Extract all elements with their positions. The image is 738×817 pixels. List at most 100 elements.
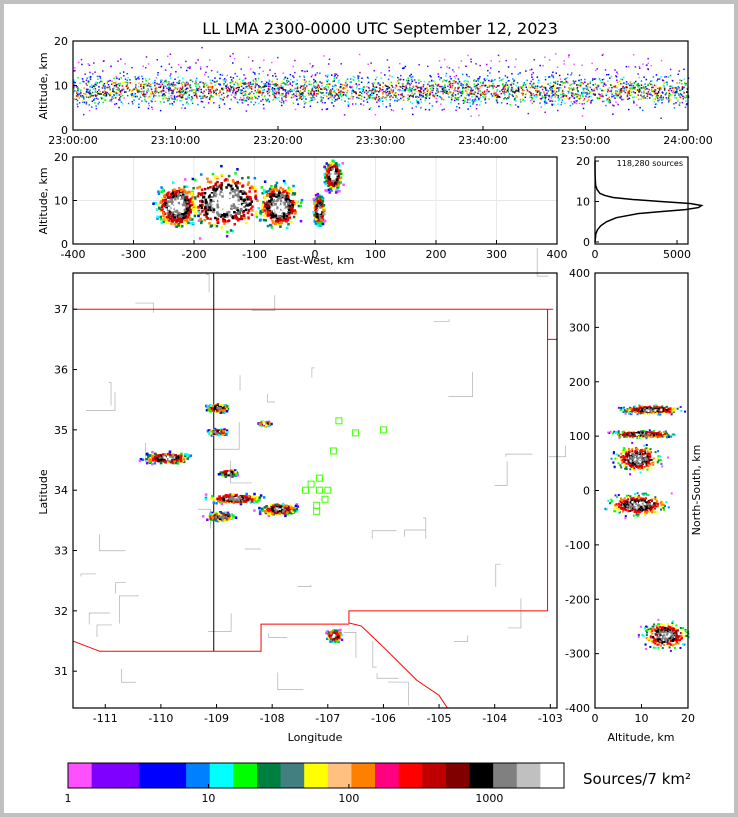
time-height-point <box>203 90 205 93</box>
time-height-point <box>79 94 82 97</box>
time-height-point <box>607 100 610 102</box>
chart-title: LL LMA 2300-0000 UTC September 12, 2023 <box>202 19 558 38</box>
time-height-point <box>305 85 308 87</box>
time-height-point <box>159 90 162 93</box>
time-height-point <box>551 85 554 88</box>
time-height-point <box>277 88 280 91</box>
time-height-xtick-label: 23:30:00 <box>356 134 405 147</box>
ew-height-point <box>266 202 270 206</box>
time-height-point <box>243 99 246 102</box>
ew-height-point <box>233 204 236 208</box>
time-height-point <box>540 90 542 93</box>
ew-height-point <box>241 185 244 188</box>
time-height-point <box>513 80 515 83</box>
time-height-point <box>488 98 490 100</box>
time-height-point <box>357 78 359 80</box>
time-height-point <box>249 86 251 89</box>
time-height-point <box>121 89 123 92</box>
time-height-point <box>337 89 340 91</box>
time-height-point <box>527 112 530 115</box>
time-height-point <box>214 81 217 84</box>
ew-height-point <box>283 189 287 193</box>
time-height-point <box>376 101 378 103</box>
time-height-point <box>570 87 572 90</box>
time-height-point <box>181 86 184 88</box>
time-height-point <box>118 96 121 99</box>
time-height-point <box>633 102 635 104</box>
time-height-point <box>614 84 617 87</box>
time-height-point <box>478 114 480 117</box>
time-height-point <box>433 80 435 82</box>
time-height-point <box>467 93 469 96</box>
time-height-point <box>524 84 527 86</box>
time-height-point <box>191 102 194 105</box>
ew-height-point <box>276 212 280 215</box>
time-height-point <box>590 95 592 98</box>
time-height-point <box>160 81 162 83</box>
ew-height-point <box>205 215 208 218</box>
time-height-point <box>458 79 460 81</box>
time-height-point <box>360 95 363 97</box>
time-height-point <box>74 97 76 99</box>
ew-height-point <box>187 214 190 218</box>
ew-height-point <box>204 198 208 202</box>
time-height-point <box>143 95 145 98</box>
time-height-point <box>230 76 232 78</box>
time-height-point <box>143 90 145 92</box>
time-height-point <box>261 89 264 92</box>
time-height-point <box>268 100 271 103</box>
time-height-point <box>336 94 338 96</box>
time-height-point <box>458 80 461 83</box>
time-height-point <box>202 97 205 99</box>
time-height-point <box>582 99 585 102</box>
time-height-point <box>259 90 261 93</box>
time-height-point <box>171 83 174 86</box>
time-height-point <box>537 81 539 84</box>
time-height-point <box>412 85 415 87</box>
time-height-point <box>474 94 477 97</box>
time-height-point <box>510 94 513 96</box>
time-height-point <box>303 79 306 81</box>
time-height-point <box>517 105 519 108</box>
ew-height-point <box>220 226 223 229</box>
time-height-point <box>515 95 518 97</box>
time-height-point <box>560 93 562 96</box>
time-height-point <box>629 93 632 96</box>
time-height-point <box>326 108 329 110</box>
time-height-point <box>171 91 174 93</box>
time-height-point <box>654 106 656 108</box>
time-height-point <box>145 79 147 82</box>
time-height-point <box>274 96 277 99</box>
ew-height-point <box>227 205 230 208</box>
time-height-point <box>651 94 654 97</box>
time-height-point <box>617 103 619 106</box>
time-height-point <box>453 80 455 82</box>
time-height-point <box>333 85 335 88</box>
time-height-point <box>546 102 549 104</box>
time-height-point <box>172 90 174 92</box>
time-height-point <box>643 87 646 90</box>
time-height-point <box>301 70 303 72</box>
time-height-point <box>285 93 287 95</box>
time-height-point <box>417 86 420 89</box>
time-height-point <box>338 91 340 94</box>
time-height-point <box>409 84 411 86</box>
time-height-point <box>358 83 360 86</box>
time-height-point <box>536 89 539 92</box>
time-height-point <box>477 79 479 81</box>
time-height-point <box>287 94 290 97</box>
time-height-point <box>569 97 571 99</box>
time-height-point <box>639 106 641 109</box>
ew-height-point <box>222 212 226 216</box>
time-height-point <box>554 94 557 96</box>
time-height-point <box>338 79 341 81</box>
time-height-point <box>602 95 604 98</box>
time-height-point <box>311 89 313 92</box>
time-height-point <box>419 94 421 97</box>
time-height-point <box>129 89 131 91</box>
time-height-point <box>627 98 629 100</box>
time-height-point <box>347 105 350 107</box>
time-height-point <box>504 94 506 96</box>
ew-height-point <box>250 185 253 188</box>
ew-height-point <box>177 224 180 227</box>
